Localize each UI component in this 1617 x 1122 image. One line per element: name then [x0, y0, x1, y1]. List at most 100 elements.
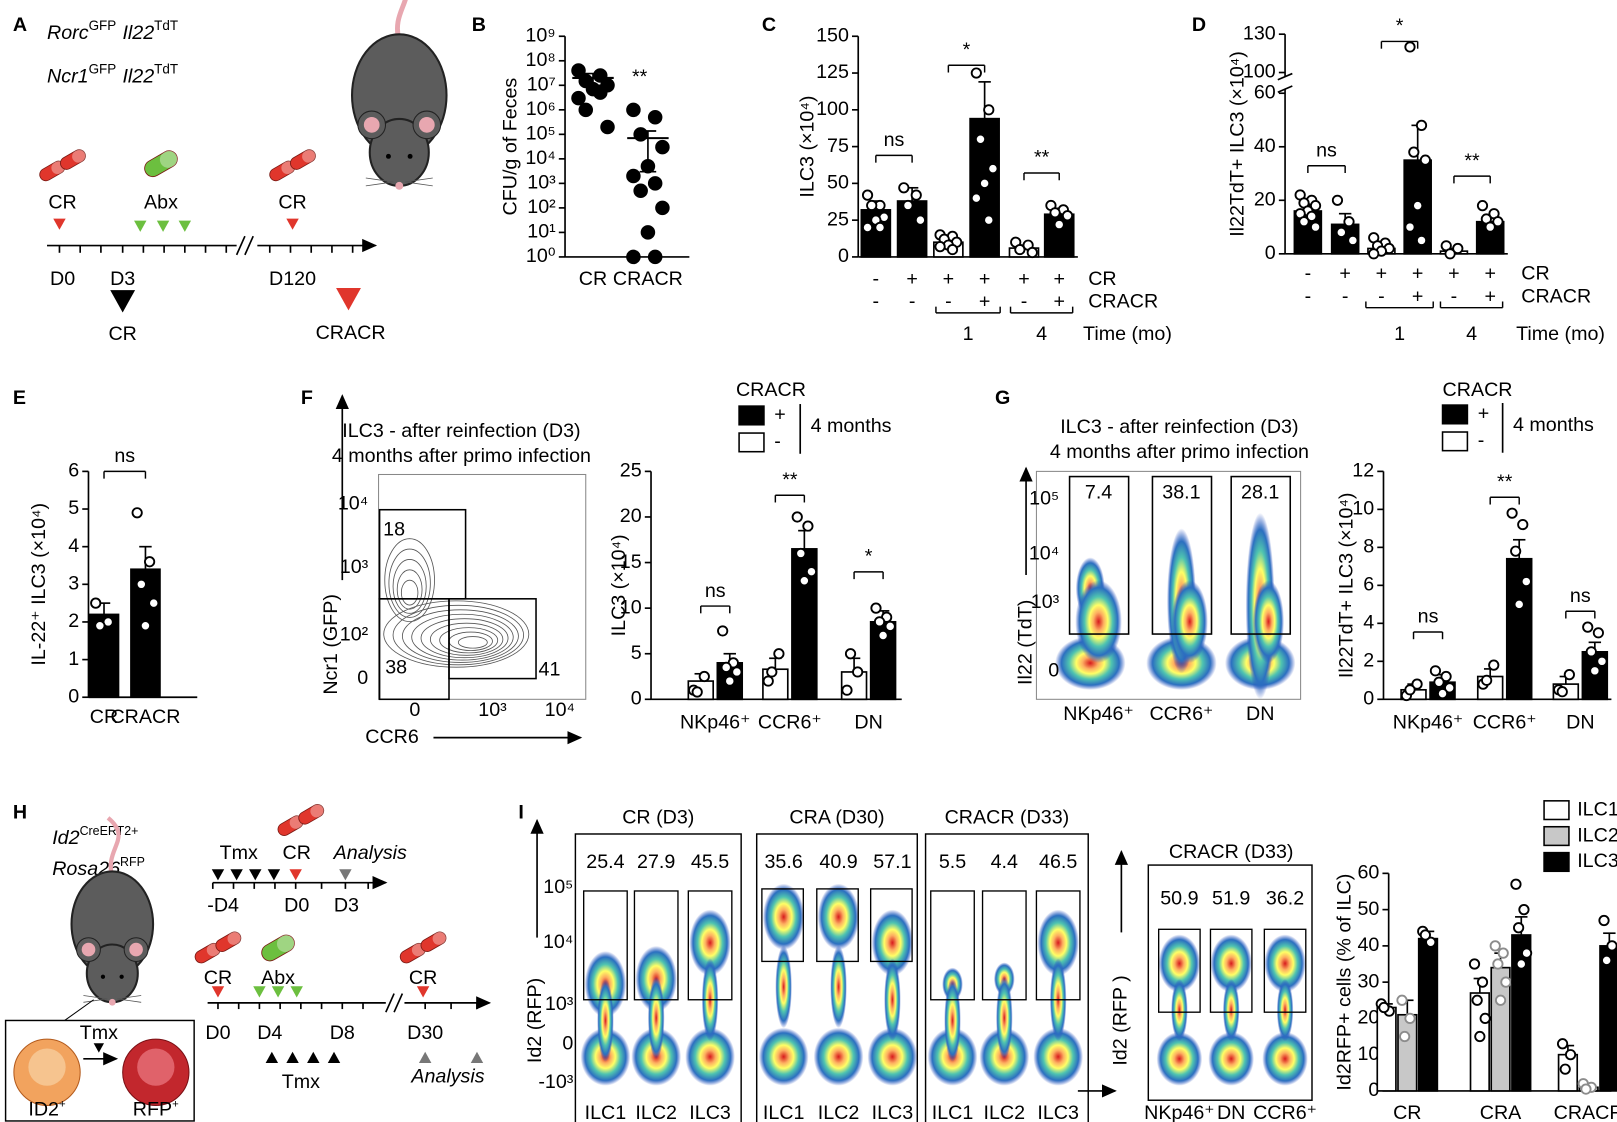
gate-value: 57.1 [873, 851, 911, 873]
plot-title: 4 months after primo infection [1050, 441, 1309, 463]
marker-triangle [134, 220, 147, 232]
time-group: 4 [1466, 323, 1477, 345]
legend-label: + [774, 404, 786, 426]
y-tick-label: 12 [1352, 460, 1374, 482]
mouse-ear-inner [129, 942, 143, 957]
plot-title: ILC3 - after reinfection (D3) [342, 420, 580, 442]
contour [457, 636, 488, 649]
timeline-label: CR [48, 191, 76, 213]
x-tick-label: CCR6⁺ [758, 711, 822, 733]
cell-nucleus [137, 1048, 175, 1086]
data-point [870, 602, 882, 614]
axis-label: CCR6 [365, 726, 419, 748]
data-point [1500, 976, 1512, 988]
gate [930, 890, 975, 1001]
cell-label: ID2+ [28, 1099, 66, 1121]
marker-triangle [286, 218, 299, 230]
data-point [910, 189, 922, 201]
density-cloud [830, 945, 847, 1029]
density-cloud [884, 958, 901, 1042]
legend-note: 4 months [811, 415, 892, 437]
significance: ns [884, 129, 905, 151]
y-tick-label: 10⁷ [527, 74, 556, 96]
marker-triangle [470, 1051, 484, 1063]
x-tick-label: DN [854, 711, 882, 733]
mouse-eye [385, 153, 391, 159]
density-cloud [1075, 580, 1122, 664]
marker-triangle [249, 869, 262, 881]
data-point [1515, 958, 1527, 970]
table-cell: + [1448, 263, 1460, 285]
marker-triangle [267, 869, 281, 881]
flow-tick-label: 10⁵ [1029, 488, 1059, 510]
text-part: GFP [89, 62, 117, 77]
y-tick-label: 8 [1363, 536, 1374, 558]
gate-value: 18 [383, 519, 405, 541]
axis-label: Il22 (TdT) [1014, 600, 1036, 685]
table-row-label: CR [1088, 268, 1116, 290]
table-cell: - [1451, 286, 1458, 308]
axis-break [235, 235, 246, 256]
significance: ns [1570, 585, 1591, 607]
plot-title: ILC3 - after reinfection (D3) [1060, 416, 1298, 438]
data-point [1556, 1038, 1569, 1050]
y-tick-label: 5 [631, 642, 642, 664]
marker-triangle [211, 869, 225, 881]
x-tick-label: CRA [1480, 1102, 1522, 1122]
data-point [877, 629, 889, 642]
y-axis-label: ILC3 (×10⁴) [608, 534, 630, 636]
density-cloud [1156, 1031, 1203, 1086]
legend-swatch [738, 405, 765, 426]
y-tick-label: 40 [1254, 135, 1276, 157]
text-part: Il22 [122, 66, 154, 88]
marker-triangle [286, 1051, 299, 1063]
data-point [1476, 976, 1489, 988]
y-tick-label: 0 [838, 245, 849, 267]
x-tick-label: NKp46⁺ [1393, 711, 1464, 733]
x-tick-label: CRACR [613, 268, 683, 290]
data-point [1489, 940, 1501, 952]
table-row-label: CRACR [1521, 286, 1591, 308]
data-point [970, 67, 982, 79]
table-cell: - [873, 268, 880, 290]
data-point [1510, 878, 1522, 890]
table-cell: + [1339, 263, 1351, 285]
y-tick-label: 1 [68, 648, 79, 670]
marker-triangle [178, 220, 192, 232]
data-point [720, 661, 732, 673]
data-point [1598, 914, 1610, 927]
timeline-label: CRACR [316, 322, 386, 344]
y-axis-label: Id2RFP+ cells (% of ILC) [1333, 874, 1355, 1091]
panel-letter: G [995, 387, 1010, 409]
data-point [1494, 994, 1507, 1006]
panel-letter: E [13, 387, 26, 409]
pill [420, 931, 447, 952]
x-tick-label: ILC2 [818, 1102, 860, 1122]
pill [60, 149, 86, 170]
flow-tick-label: 10³ [545, 993, 574, 1015]
y-tick-label: 150 [816, 24, 849, 46]
gate-value: 50.9 [1160, 887, 1198, 909]
day-label: D3 [110, 268, 135, 290]
marker-triangle [253, 986, 266, 998]
gate [1068, 475, 1130, 635]
x-tick-label: CRACR [110, 706, 180, 728]
data-point [1513, 598, 1525, 610]
data-point [131, 507, 143, 519]
x-tick-label: ILC3 [872, 1102, 914, 1122]
axis-break [1277, 85, 1293, 93]
data-point [874, 221, 886, 234]
x-tick-label: DN [1246, 703, 1274, 725]
day-label: D120 [269, 268, 316, 290]
table-cell: + [1053, 268, 1065, 290]
marker-triangle [336, 288, 361, 311]
table-cell: - [1021, 291, 1028, 313]
y-tick-label: 10 [620, 596, 642, 618]
table-row-label: Time (mo) [1083, 323, 1172, 345]
data-point [983, 104, 995, 116]
pill-half [227, 931, 241, 945]
bar [1599, 945, 1617, 1092]
marker-triangle [271, 986, 285, 998]
contour [392, 604, 525, 666]
marker-triangle [339, 869, 352, 881]
